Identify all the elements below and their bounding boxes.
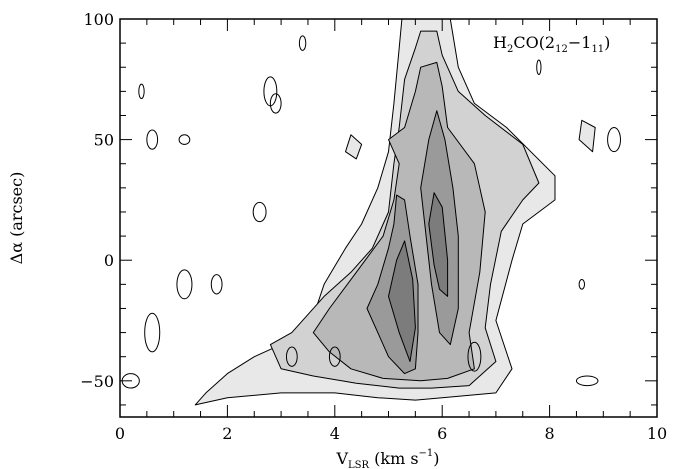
y-tick-label: 100 (83, 10, 114, 29)
contour-island-3 (178, 134, 191, 145)
contour-island-1 (138, 83, 145, 100)
contour-fills (194, 18, 596, 406)
contour-level-5-region-2 (428, 192, 449, 297)
contour-island-10 (144, 312, 161, 353)
axis-ticks (119, 18, 658, 417)
x-tick-label: 10 (647, 424, 667, 443)
y-tick-label: −50 (80, 372, 114, 391)
x-tick-label: 4 (330, 424, 340, 443)
contour-level-5-region-1 (388, 240, 416, 362)
contour-island-12 (328, 346, 341, 367)
y-tick-labels: −50 0 50 100 (80, 10, 114, 391)
contour-island-15 (575, 375, 599, 387)
contour-island-16 (536, 59, 542, 75)
contour-island-14 (578, 279, 586, 290)
x-tick-label: 6 (437, 424, 447, 443)
contour-island-7 (252, 201, 267, 223)
contour-island-11 (285, 346, 298, 367)
molecule-label: H2CO(212−111) (493, 33, 610, 55)
x-axis-title: VLSR (km s−1) (335, 448, 439, 469)
contour-island-13 (467, 341, 482, 372)
contour-level-1-region-2 (345, 134, 363, 160)
contour-island-4 (298, 35, 307, 51)
contour-level-1-region-3 (578, 119, 596, 153)
y-tick-label: 50 (94, 131, 114, 150)
contour-island-2 (146, 129, 159, 150)
x-tick-label: 8 (545, 424, 555, 443)
x-tick-label: 2 (222, 424, 232, 443)
x-tick-labels: 0 2 4 6 8 10 (115, 424, 667, 443)
contour-island-6 (269, 93, 282, 114)
y-axis-title: Δα (arcsec) (7, 172, 26, 265)
contour-island-9 (210, 274, 223, 295)
y-tick-label: 0 (104, 251, 114, 270)
contour-island-8 (176, 269, 193, 300)
contour-island-17 (607, 127, 621, 153)
x-tick-label: 0 (115, 424, 125, 443)
